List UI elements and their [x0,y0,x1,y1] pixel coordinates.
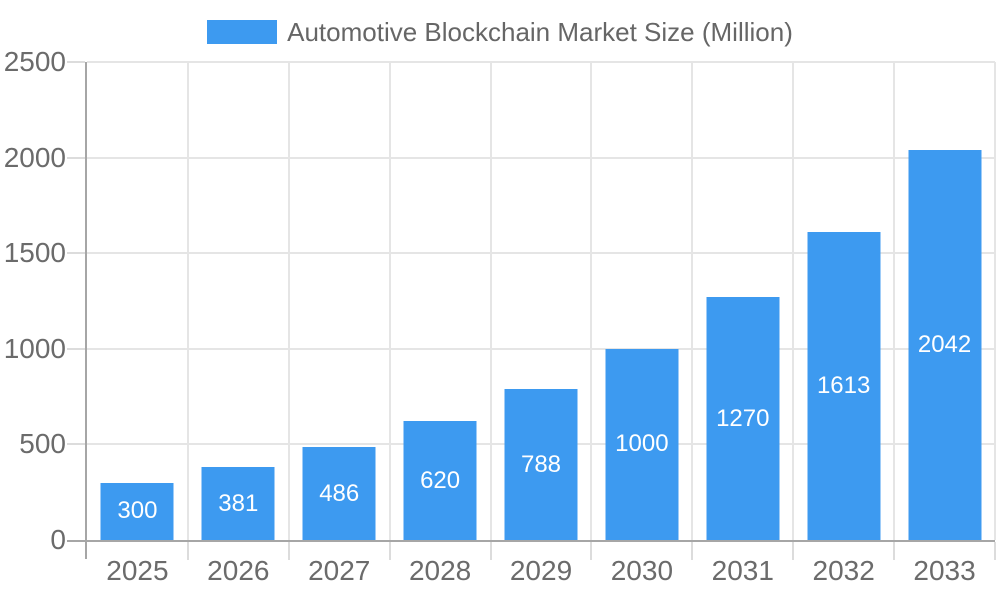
x-tick-label: 2027 [308,555,371,586]
x-tick-label: 2025 [106,555,169,586]
bar-value-label: 788 [520,450,562,478]
gridline-vertical [994,62,996,540]
y-axis-tick [67,252,85,255]
x-tick-label: 2031 [711,555,774,586]
gridline-vertical [489,62,492,540]
legend-swatch [207,20,278,44]
y-axis-tick [67,61,85,63]
x-tick-label: 2026 [207,555,270,586]
x-axis-tick [893,542,896,560]
x-axis-tick [186,542,189,560]
gridline-horizontal [87,252,995,255]
gridline-vertical [792,62,795,540]
bar[interactable]: 300 [100,482,174,540]
bar-value-label: 381 [218,489,259,517]
gridline-horizontal [87,347,995,350]
x-tick-label: 2030 [610,555,674,586]
y-tick-label: 500 [19,428,66,460]
y-axis-tick [67,347,85,350]
legend[interactable]: Automotive Blockchain Market Size (Milli… [0,18,1000,46]
gridline-horizontal [87,156,995,159]
y-axis-line [85,62,87,559]
x-axis-tick [489,542,492,560]
bar-value-label: 1000 [615,430,669,458]
bar-value-label: 1613 [816,371,871,399]
y-tick-label: 1500 [3,237,66,269]
bar[interactable]: 1613 [807,231,881,540]
bar[interactable]: 486 [302,447,376,540]
y-tick-label: 2000 [3,141,66,173]
x-axis-tick [792,542,795,560]
x-axis-tick [388,542,391,560]
bar-value-label: 620 [420,466,461,494]
x-tick-label: 2033 [913,555,976,586]
bar[interactable]: 620 [403,421,477,540]
bar-value-label: 486 [319,479,360,507]
x-tick-label: 2029 [509,555,573,586]
gridline-vertical [186,62,189,540]
x-tick-label: 2032 [812,555,875,586]
plot-area: 300 381 486 620 788 1000 1270 1613 2042 [67,61,996,560]
x-axis-tick [691,542,694,560]
gridline-vertical [691,62,694,540]
bar-value-label: 300 [117,497,158,525]
bar-value-label: 1270 [716,404,770,432]
gridline-vertical [388,62,391,540]
bar[interactable]: 381 [201,467,275,540]
legend-label: Automotive Blockchain Market Size (Milli… [287,17,793,47]
gridline-vertical [590,62,593,540]
y-tick-label: 1000 [3,332,66,364]
x-axis-tick [994,542,996,560]
gridline-vertical [893,62,896,540]
y-tick-label: 2500 [3,46,66,77]
bar[interactable]: 1000 [605,348,679,540]
gridline-vertical [287,62,290,540]
bar[interactable]: 2042 [908,149,982,540]
bar[interactable]: 1270 [706,297,780,540]
gridline-horizontal [87,61,995,63]
bar-value-label: 2042 [917,330,972,358]
y-axis-tick [67,443,85,446]
x-tick-label: 2028 [408,555,472,586]
x-axis-tick [590,542,593,560]
y-tick-label: 0 [50,524,66,555]
y-axis-tick [67,156,85,159]
bar[interactable]: 788 [504,389,578,540]
x-axis-tick [287,542,290,560]
x-axis-line [67,540,995,542]
